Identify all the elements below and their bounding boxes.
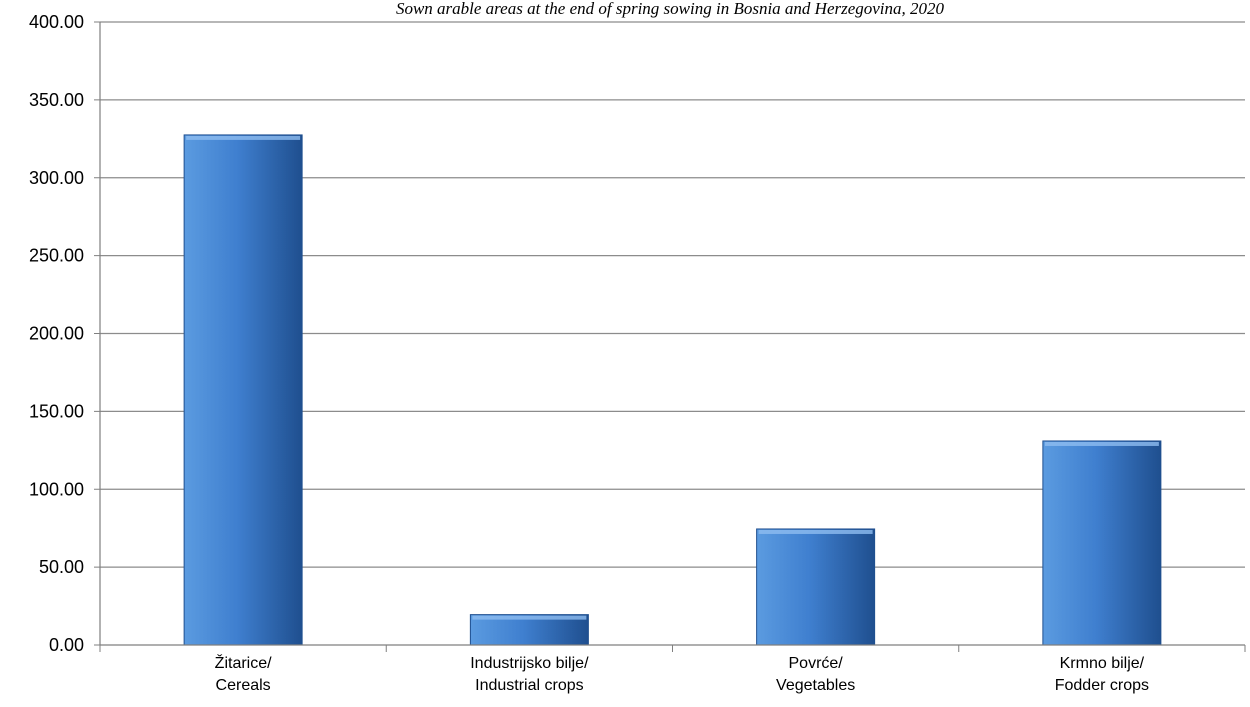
axes (94, 21, 1246, 652)
bar-top-bevel (472, 615, 587, 620)
y-axis-tick-labels: 0.00 50.00 100.00 150.00 200.00 250.00 300.00 3… (29, 12, 84, 655)
y-tick-label: 100.00 (29, 479, 84, 499)
bar (183, 134, 303, 646)
chart-title: Sown arable areas at the end of spring s… (396, 0, 945, 18)
y-tick-label: 200.00 (29, 324, 84, 344)
y-tick-label: 300.00 (29, 168, 84, 188)
y-tick-label: 400.00 (29, 12, 84, 32)
x-category-label: Žitarice/ (215, 653, 272, 672)
bar-top-bevel (186, 135, 301, 140)
bar (1042, 440, 1162, 646)
y-tick-label: 150.00 (29, 401, 84, 421)
x-category-label: Cereals (216, 677, 271, 694)
bar-top-bevel (1044, 441, 1159, 446)
x-category-label: Fodder crops (1055, 677, 1149, 694)
bar-top-bevel (758, 529, 873, 534)
bars (183, 134, 1162, 646)
y-tick-label: 250.00 (29, 246, 84, 266)
y-tick-label: 0.00 (49, 635, 84, 655)
x-category-label: Krmno bilje/ (1060, 655, 1145, 672)
x-category-label: Povrće/ (789, 655, 844, 672)
bar (469, 614, 589, 646)
y-tick-label: 50.00 (39, 557, 84, 577)
bar (756, 528, 876, 646)
x-category-label: Industrijsko bilje/ (470, 655, 589, 672)
y-tick-label: 350.00 (29, 90, 84, 110)
x-category-label: Industrial crops (475, 677, 584, 694)
x-category-label: Vegetables (776, 677, 855, 694)
x-axis-category-labels: Žitarice/Cereals Industrijsko bilje/Indus… (215, 653, 1149, 694)
